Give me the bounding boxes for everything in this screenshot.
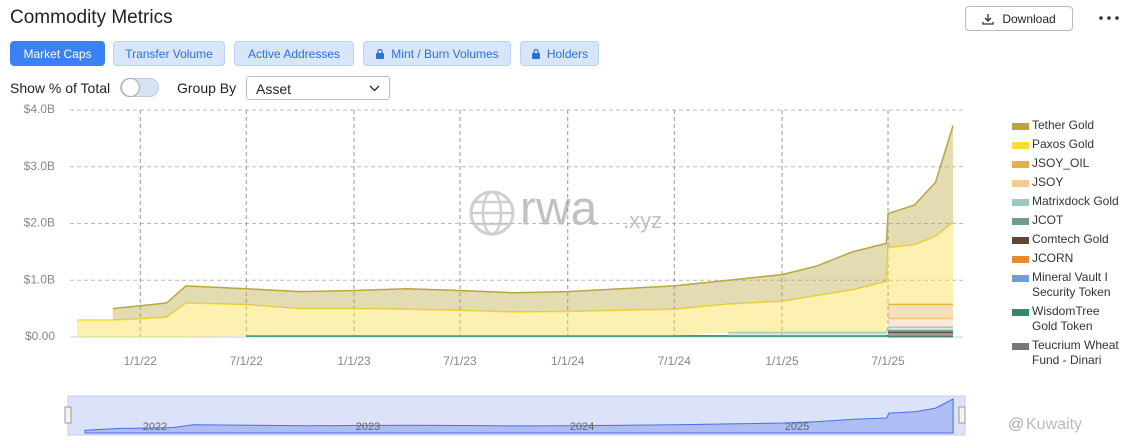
x-tick-label: 7/1/23 (443, 354, 477, 368)
tab-label: Transfer Volume (125, 46, 213, 61)
navigator-label: 2024 (570, 421, 594, 433)
tab-label: Holders (546, 46, 589, 61)
legend-label: JSOY_OIL (1032, 156, 1090, 170)
area (728, 327, 954, 336)
legend-swatch (1012, 199, 1029, 206)
area-line (728, 326, 954, 334)
legend-swatch (1012, 309, 1029, 316)
legend-item[interactable]: Comtech Gold (1012, 232, 1124, 247)
legend-item[interactable]: JSOY_OIL (1012, 156, 1124, 171)
legend-label: Paxos Gold (1032, 137, 1095, 151)
download-label: Download (1002, 11, 1056, 26)
legend-swatch (1012, 142, 1029, 149)
legend-label: Teucrium Wheat Fund - Dinari (1032, 338, 1119, 367)
tab-label: Mint / Burn Volumes (391, 46, 499, 61)
navigator-label: 2023 (356, 421, 380, 433)
area (888, 318, 954, 328)
x-tick-label: 7/1/22 (230, 354, 264, 368)
more-menu[interactable] (1098, 12, 1120, 24)
legend-label: JSOY (1032, 175, 1064, 189)
x-tick-label: 1/1/23 (337, 354, 371, 368)
tab[interactable]: Transfer Volume (113, 41, 225, 66)
navigator-handle[interactable] (64, 406, 72, 424)
x-tick-label: 1/1/22 (124, 354, 158, 368)
legend-swatch (1012, 275, 1029, 282)
legend-label: Comtech Gold (1032, 232, 1109, 246)
legend-item[interactable]: Mineral Vault I Security Token (1012, 270, 1124, 300)
legend-label: Matrixdock Gold (1032, 194, 1119, 208)
x-tick-label: 7/1/24 (658, 354, 692, 368)
download-icon (982, 13, 994, 25)
navigator-label: 2025 (785, 421, 809, 433)
area (888, 304, 954, 319)
legend-item[interactable]: JSOY (1012, 175, 1124, 190)
page-title: Commodity Metrics (10, 7, 173, 28)
legend-swatch (1012, 123, 1029, 130)
show-pct-label: Show % of Total (10, 80, 111, 96)
legend-item[interactable]: Tether Gold (1012, 118, 1124, 133)
legend-item[interactable]: Matrixdock Gold (1012, 194, 1124, 209)
legend-item[interactable]: WisdomTree Gold Token (1012, 304, 1124, 334)
credit: Kuwaity (1026, 416, 1082, 433)
legend-label: Tether Gold (1032, 118, 1095, 132)
legend-item[interactable]: Paxos Gold (1012, 137, 1124, 152)
area (112, 125, 954, 320)
tab[interactable]: Holders (520, 41, 599, 66)
navigator-area (84, 398, 954, 434)
navigator-label: 2022 (143, 421, 167, 433)
y-tick-label: $0.00 (25, 329, 55, 343)
x-tick-label: 1/1/25 (765, 354, 799, 368)
group-by-select[interactable]: Asset (246, 76, 390, 100)
pct-toggle[interactable] (120, 78, 159, 97)
x-tick-label: 7/1/25 (871, 354, 905, 368)
lock-icon (376, 48, 385, 59)
y-tick-label: $2.0B (24, 216, 55, 230)
tab-label: Market Caps (23, 46, 92, 61)
legend-swatch (1012, 161, 1029, 168)
tab[interactable]: Mint / Burn Volumes (363, 41, 511, 66)
watermark-text: .xyz (623, 208, 662, 233)
lock-icon (531, 48, 540, 59)
y-tick-label: $4.0B (24, 102, 55, 116)
tab-label: Active Addresses (247, 46, 341, 61)
area-line (77, 221, 954, 321)
legend-label: WisdomTree Gold Token (1032, 304, 1100, 333)
group-by-label: Group By (177, 80, 237, 96)
legend-swatch (1012, 237, 1029, 244)
legend-item[interactable]: JCORN (1012, 251, 1124, 266)
watermark-text: rwa (520, 183, 598, 236)
download-button[interactable]: Download (965, 6, 1073, 31)
tab[interactable]: Market Caps (10, 41, 105, 66)
tab[interactable]: Active Addresses (234, 41, 354, 66)
area (77, 222, 954, 337)
legend-swatch (1012, 343, 1029, 350)
legend-item[interactable]: Teucrium Wheat Fund - Dinari (1012, 338, 1124, 368)
watermark (469, 190, 515, 236)
legend-item[interactable]: JCOT (1012, 213, 1124, 228)
legend: Tether Gold Paxos Gold JSOY_OIL JSOY Matrixd… (1012, 118, 1124, 388)
area-line (112, 125, 954, 310)
y-tick-label: $1.0B (24, 272, 55, 286)
legend-label: Mineral Vault I Security Token (1032, 270, 1111, 299)
legend-swatch (1012, 218, 1029, 225)
legend-swatch (1012, 256, 1029, 263)
chevron (369, 85, 380, 92)
y-tick-label: $3.0B (24, 159, 55, 173)
x-tick-label: 1/1/24 (551, 354, 585, 368)
navigator-handle[interactable] (958, 406, 966, 424)
legend-swatch (1012, 180, 1029, 187)
group-by-value: Asset (256, 81, 292, 97)
credit-at: @ (1008, 416, 1024, 433)
legend-label: JCORN (1032, 251, 1074, 265)
legend-label: JCOT (1032, 213, 1064, 227)
